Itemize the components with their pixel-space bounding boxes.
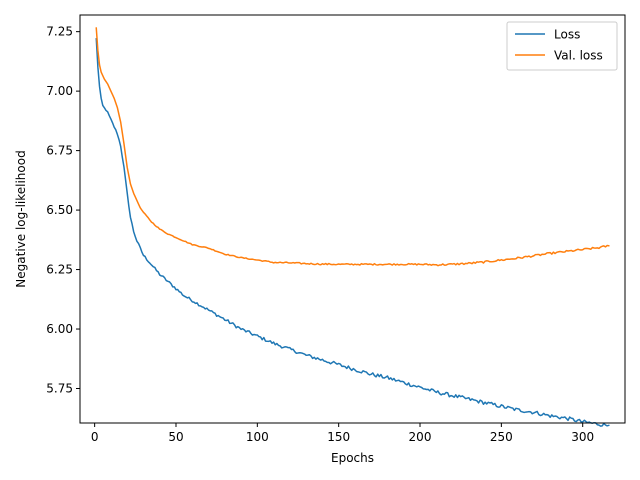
y-tick-label: 6.25: [46, 263, 73, 277]
x-tick-label: 100: [246, 430, 269, 444]
y-axis-ticks: 5.75 6.00 6.25 6.50 6.75 7.00 7.25: [46, 25, 80, 396]
y-tick-label: 7.25: [46, 25, 73, 39]
x-tick-label: 0: [91, 430, 99, 444]
y-tick-label: 6.50: [46, 203, 73, 217]
x-axis-label: Epochs: [331, 451, 374, 465]
y-axis-label: Negative log-likelihood: [14, 150, 28, 287]
series-layer: [95, 27, 610, 427]
plot-area-frame: [79, 14, 626, 424]
x-axis-ticks: 0 50 100 150 200 250 300: [91, 423, 594, 444]
y-tick-label: 5.75: [46, 382, 73, 396]
series-line-val-loss: [95, 27, 610, 267]
series-line-loss: [95, 37, 610, 427]
y-tick-label: 6.75: [46, 144, 73, 158]
legend-label-loss: Loss: [554, 28, 580, 42]
x-tick-label: 150: [327, 430, 350, 444]
y-tick-label: 6.00: [46, 322, 73, 336]
x-tick-label: 200: [409, 430, 432, 444]
x-tick-label: 300: [571, 430, 594, 444]
x-tick-label: 250: [490, 430, 513, 444]
legend: Loss Val. loss: [506, 21, 618, 71]
x-tick-label: 50: [168, 430, 183, 444]
y-tick-label: 7.00: [46, 84, 73, 98]
legend-label-val-loss: Val. loss: [554, 49, 603, 63]
